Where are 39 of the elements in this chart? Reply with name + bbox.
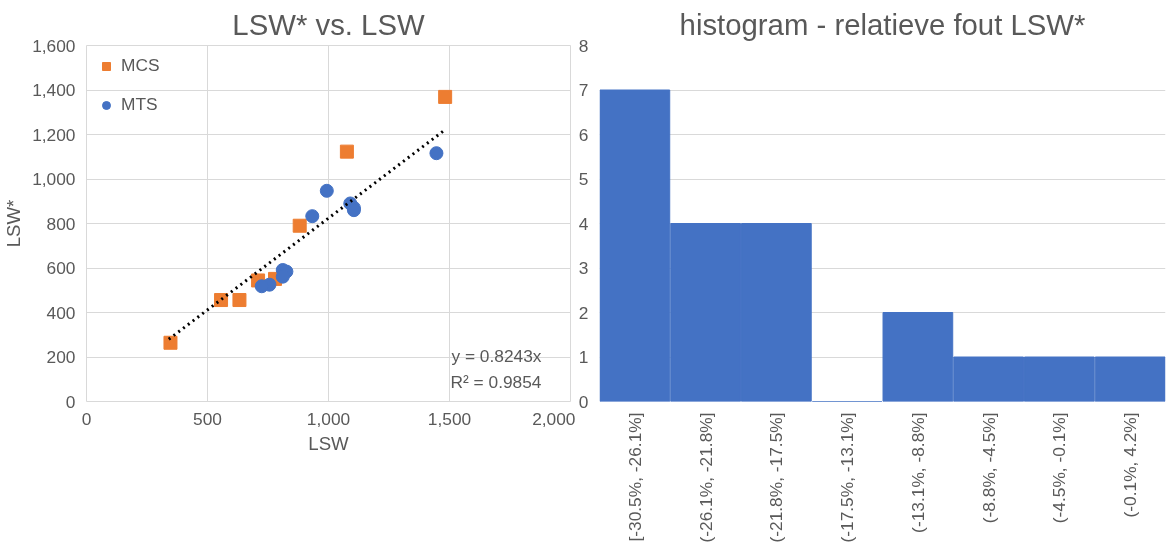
y-tick-label: 8	[578, 35, 589, 56]
chart-title: histogram - relatieve fout LSW*	[679, 7, 1086, 41]
legend-label: MCS	[121, 55, 160, 76]
x-tick-label: (-4.5%, -0.1%]	[1049, 412, 1070, 524]
legend-label: MTS	[121, 94, 158, 115]
y-tick-label: 6	[578, 124, 589, 145]
y-tick-label: 800	[46, 213, 76, 234]
y-tick-label: 3	[578, 258, 589, 278]
x-tick-label: 1,500	[427, 408, 472, 429]
x-tick-label: (-21.8%, -17.5%]	[766, 412, 787, 543]
y-tick-label: 4	[578, 213, 589, 234]
y-tick-label: 5	[578, 169, 589, 189]
y-tick-label: 0	[65, 391, 76, 412]
y-tick-label: 1,400	[32, 80, 76, 100]
y-tick-label: 7	[578, 80, 589, 100]
chart-title: LSW* vs. LSW	[232, 7, 425, 41]
x-tick-label: (-26.1%, -21.8%]	[695, 412, 716, 543]
y-tick-label: 0	[578, 391, 589, 412]
x-axis-title: LSW	[308, 432, 350, 454]
x-tick-label: (-0.1%, 4.2%]	[1120, 412, 1141, 518]
x-tick-label: [-30.5%, -26.1%]	[624, 412, 645, 542]
y-axis-title: LSW*	[3, 199, 25, 248]
x-tick-label: (-17.5%, -13.1%]	[837, 412, 858, 543]
x-tick-label: (-8.8%, -4.5%]	[978, 412, 999, 524]
y-tick-label: 2	[578, 302, 589, 323]
y-tick-label: 1,000	[32, 169, 76, 189]
x-tick-label: (-13.1%, -8.8%]	[907, 412, 928, 533]
y-tick-label: 1	[578, 347, 589, 367]
annotation: R² = 0.9854	[450, 371, 542, 392]
y-tick-label: 1,200	[32, 124, 76, 145]
x-tick-label: 1,000	[306, 408, 351, 429]
y-tick-label: 600	[46, 258, 76, 278]
x-tick-label: 2,000	[532, 408, 576, 429]
y-tick-label: 400	[46, 302, 76, 323]
y-tick-label: 1,600	[32, 35, 76, 56]
annotation: y = 0.8243x	[451, 345, 542, 366]
x-tick-label: 0	[81, 408, 92, 429]
y-tick-label: 200	[46, 347, 76, 367]
x-tick-label: 500	[193, 408, 222, 429]
